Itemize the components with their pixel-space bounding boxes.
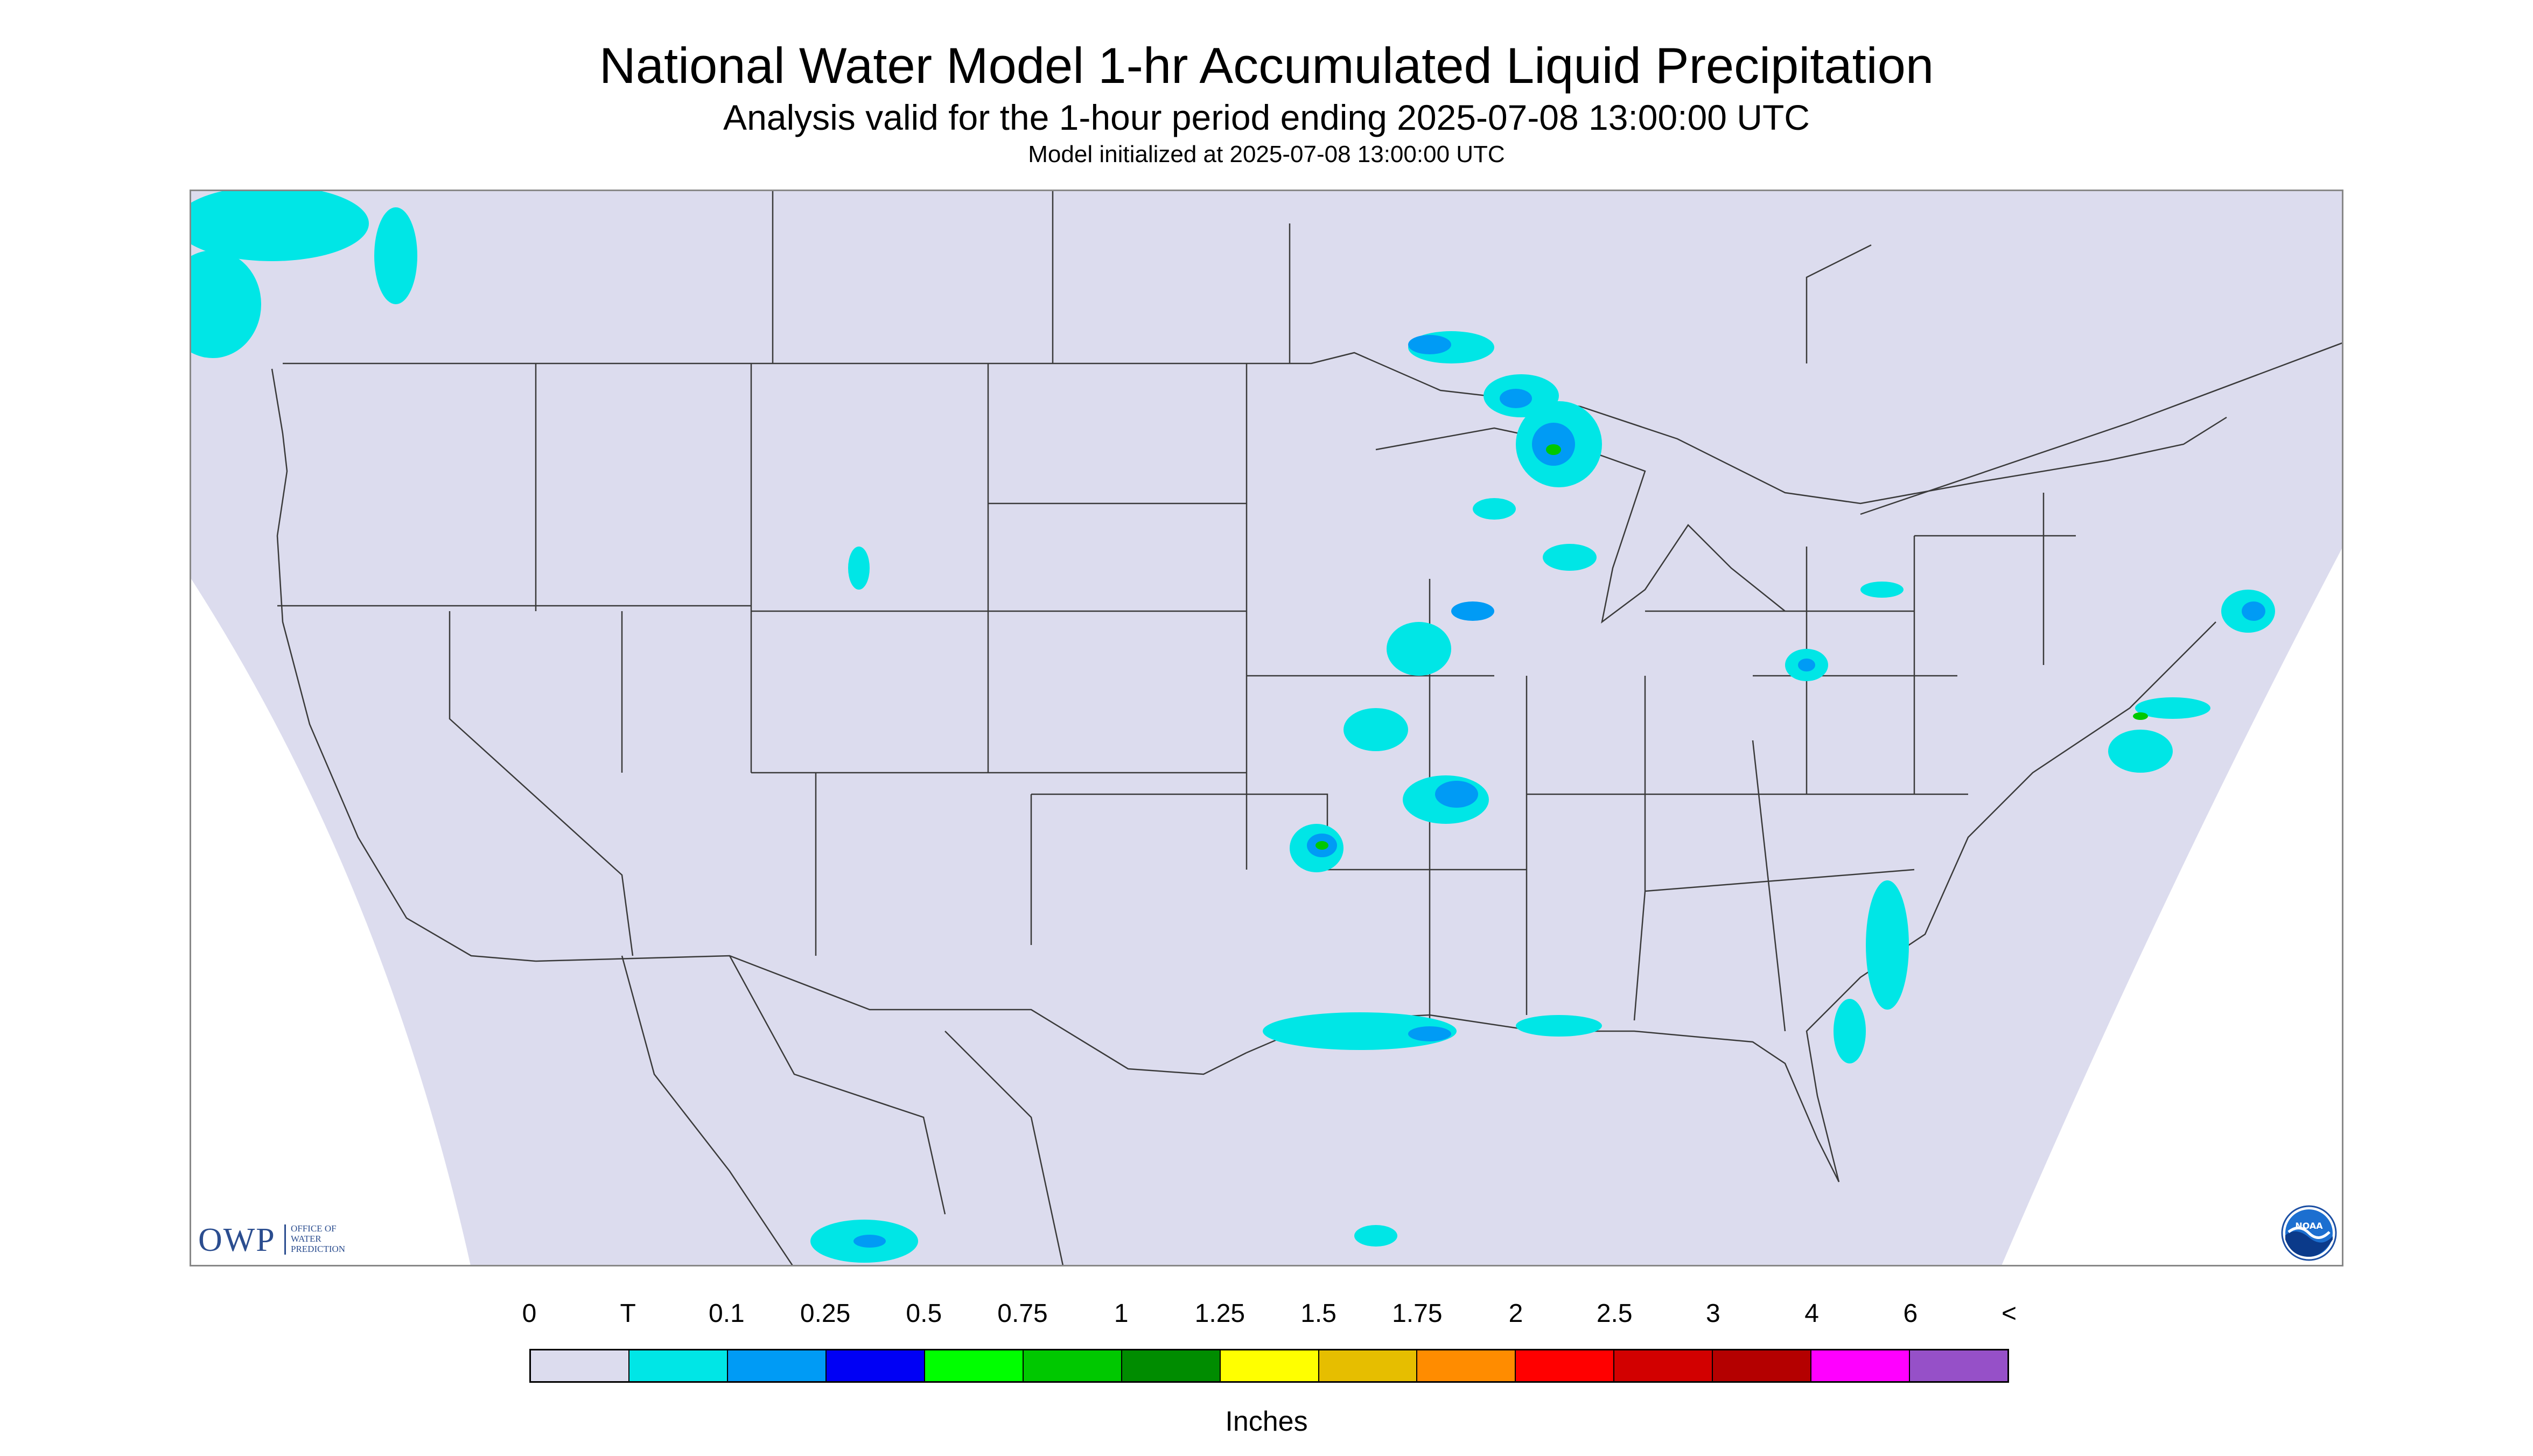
- colorbar-swatch: [1811, 1350, 1911, 1381]
- colorbar-label: <: [2001, 1299, 2017, 1328]
- colorbar-swatch: [1516, 1350, 1615, 1381]
- precip-cell-light: [1798, 659, 1815, 671]
- colorbar-swatch: [1614, 1350, 1713, 1381]
- colorbar-label: 3: [1706, 1299, 1720, 1328]
- owp-logo-divider: [284, 1224, 286, 1255]
- colorbar-label: 2.5: [1596, 1299, 1633, 1328]
- colorbar-swatch: [925, 1350, 1024, 1381]
- colorbar-swatch: [1417, 1350, 1516, 1381]
- colorbar-label: 0: [522, 1299, 537, 1328]
- precip-cell-heavy: [2133, 712, 2148, 720]
- precip-cell-heavy: [1316, 841, 1328, 850]
- colorbar-swatch: [1713, 1350, 1812, 1381]
- outside-domain-right: [2002, 548, 2342, 1265]
- precip-cell-trace: [2108, 730, 2173, 773]
- colorbar-label: 1: [1114, 1299, 1129, 1328]
- precip-cell-light: [853, 1235, 886, 1248]
- colorbar-swatch: [629, 1350, 728, 1381]
- precip-cell-trace: [848, 547, 870, 590]
- precip-cell-light: [1408, 335, 1451, 354]
- colorbar-label: 6: [1903, 1299, 1918, 1328]
- colorbar-labels: 0 T 0.1 0.25 0.5 0.75 1 1.25 1.5 1.75 2 2.5 3 4 6 <: [0, 1299, 2533, 1331]
- precip-cell-trace: [1516, 1015, 1602, 1037]
- precip-cell-trace: [1473, 498, 1516, 520]
- colorbar: [529, 1349, 2009, 1383]
- state-line: [1645, 869, 1915, 892]
- colorbar-label: 0.75: [997, 1299, 1048, 1328]
- colorbar-label: 1.5: [1300, 1299, 1337, 1328]
- precip-cell-light: [2242, 601, 2265, 621]
- canada-us-border: [283, 352, 2227, 505]
- precip-cell-trace: [1354, 1225, 1397, 1247]
- province-line: [1806, 244, 1872, 363]
- state-line: [1752, 740, 1786, 1032]
- colorbar-swatch: [727, 1350, 827, 1381]
- map-canvas: [191, 191, 2342, 1265]
- precip-cell-trace: [1344, 708, 1408, 751]
- colorbar-swatch: [1910, 1350, 2008, 1381]
- owp-logo-letters: OWP: [198, 1222, 276, 1258]
- gulf-coast: [1246, 621, 2216, 1182]
- colorbar-label: 2: [1508, 1299, 1523, 1328]
- mexico-state-line: [729, 955, 946, 1215]
- colorbar-swatch: [826, 1350, 925, 1381]
- precip-cell-trace: [374, 207, 417, 304]
- noaa-logo-text: NOAA: [2295, 1221, 2323, 1231]
- colorbar-label: 0.25: [800, 1299, 851, 1328]
- colorbar-label: 1.25: [1194, 1299, 1245, 1328]
- colorbar-units: Inches: [1225, 1406, 1308, 1437]
- west-coast-outline: [271, 368, 536, 962]
- state-line: [449, 611, 634, 956]
- colorbar-swatch: [1220, 1350, 1319, 1381]
- colorbar-label: 0.1: [709, 1299, 745, 1328]
- precip-cell-light: [1500, 389, 1532, 408]
- colorbar-label: 1.75: [1392, 1299, 1443, 1328]
- precip-cell-trace: [2135, 697, 2210, 719]
- model-init-line: Model initialized at 2025-07-08 13:00:00…: [1028, 141, 1505, 167]
- precip-cell-trace: [1263, 1012, 1457, 1050]
- colorbar-swatch: [1023, 1350, 1122, 1381]
- mexico-state-line: [944, 1031, 1063, 1265]
- precip-cell-trace: [191, 191, 369, 261]
- outside-domain-left: [191, 579, 471, 1265]
- colorbar-label: T: [620, 1299, 636, 1328]
- precip-cell-light: [1451, 601, 1494, 621]
- colorbar-swatch: [1122, 1350, 1221, 1381]
- precipitation-map: [190, 190, 2343, 1266]
- precip-cell-heavy: [1546, 444, 1561, 455]
- precip-cell-trace: [1387, 622, 1451, 676]
- model-domain: [191, 191, 2342, 1265]
- precip-cell-trace: [191, 250, 261, 358]
- noaa-logo-icon: NOAA: [2281, 1205, 2337, 1261]
- colorbar-label: 0.5: [906, 1299, 942, 1328]
- owp-logo-name: OFFICE OF WATER PREDICTION: [291, 1223, 346, 1254]
- colorbar-label: 4: [1804, 1299, 1819, 1328]
- precip-cell-trace: [1866, 880, 1909, 1010]
- map-title: National Water Model 1-hr Accumulated Li…: [599, 37, 1934, 94]
- colorbar-swatch: [531, 1350, 629, 1381]
- colorbar-swatch: [1319, 1350, 1418, 1381]
- valid-period-subtitle: Analysis valid for the 1-hour period end…: [723, 97, 1810, 137]
- precip-cell-trace: [1543, 544, 1597, 571]
- mexico-state-line: [621, 955, 793, 1265]
- precip-cell-trace: [1860, 582, 1904, 598]
- precipitation-cells: [191, 191, 2275, 1263]
- precip-cell-light: [1435, 781, 1478, 808]
- province-line: [1860, 342, 2342, 515]
- precip-cell-trace: [1834, 999, 1866, 1063]
- precip-cell-light: [1408, 1026, 1451, 1041]
